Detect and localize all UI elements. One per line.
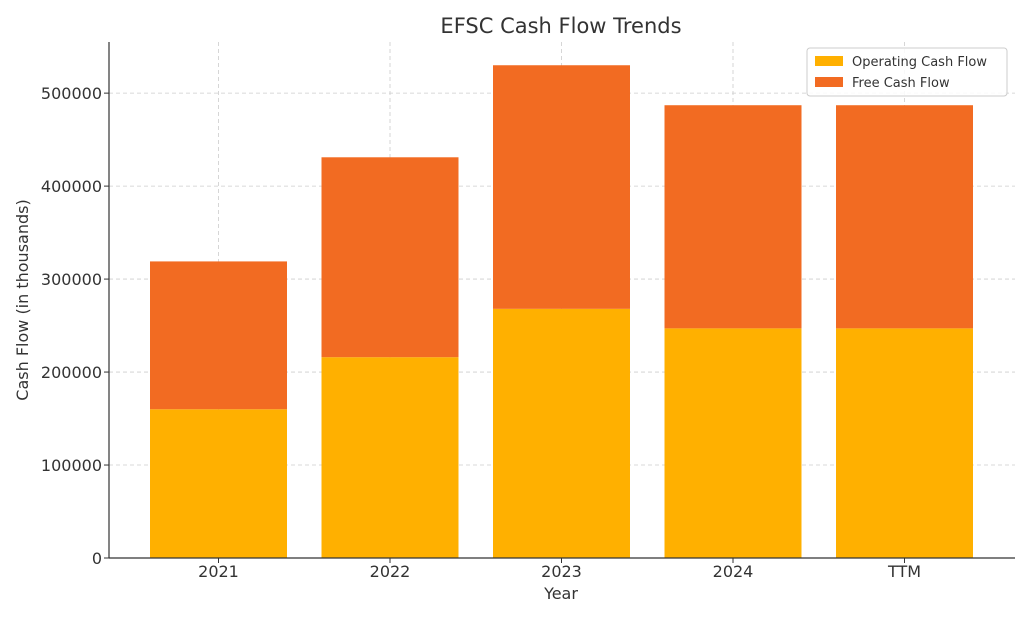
bar-operating-cash-flow-2021	[150, 409, 287, 558]
y-tick-label: 0	[92, 549, 102, 568]
bar-operating-cash-flow-ttm	[836, 328, 973, 558]
x-tick-label: 2022	[370, 562, 411, 581]
legend-label-operating-cash-flow: Operating Cash Flow	[852, 55, 987, 70]
x-tick-label: 2024	[713, 562, 754, 581]
y-tick-label: 100000	[41, 456, 102, 475]
bars	[150, 65, 973, 558]
bar-operating-cash-flow-2023	[493, 308, 630, 558]
legend: Operating Cash Flow Free Cash Flow	[806, 47, 1008, 97]
bar-operating-cash-flow-2022	[321, 357, 459, 558]
y-tick-label: 400000	[41, 177, 102, 196]
axes: 0 100000 200000 300000 400000 500000 2021 2022 2…	[41, 42, 1015, 581]
bar-free-cash-flow-ttm	[836, 105, 973, 329]
y-axis-label: Cash Flow (in thousands)	[13, 199, 32, 400]
y-tick-label: 500000	[41, 84, 102, 103]
bar-free-cash-flow-2022	[321, 157, 459, 358]
y-tick-label: 300000	[41, 270, 102, 289]
legend-box	[806, 47, 1008, 97]
x-tick-label: 2023	[541, 562, 582, 581]
legend-label-free-cash-flow: Free Cash Flow	[852, 76, 950, 91]
y-tick-label: 200000	[41, 363, 102, 382]
bar-free-cash-flow-2023	[493, 65, 630, 309]
x-tick-label: 2021	[198, 562, 239, 581]
bar-free-cash-flow-2024	[664, 105, 802, 329]
x-tick-label: TTM	[887, 562, 921, 581]
bar-free-cash-flow-2021	[150, 261, 287, 410]
bar-operating-cash-flow-2024	[664, 328, 802, 558]
legend-swatch-free-cash-flow	[815, 77, 843, 87]
x-axis-label: Year	[543, 584, 578, 603]
legend-swatch-operating-cash-flow	[815, 56, 843, 66]
chart-title: EFSC Cash Flow Trends	[440, 14, 681, 38]
